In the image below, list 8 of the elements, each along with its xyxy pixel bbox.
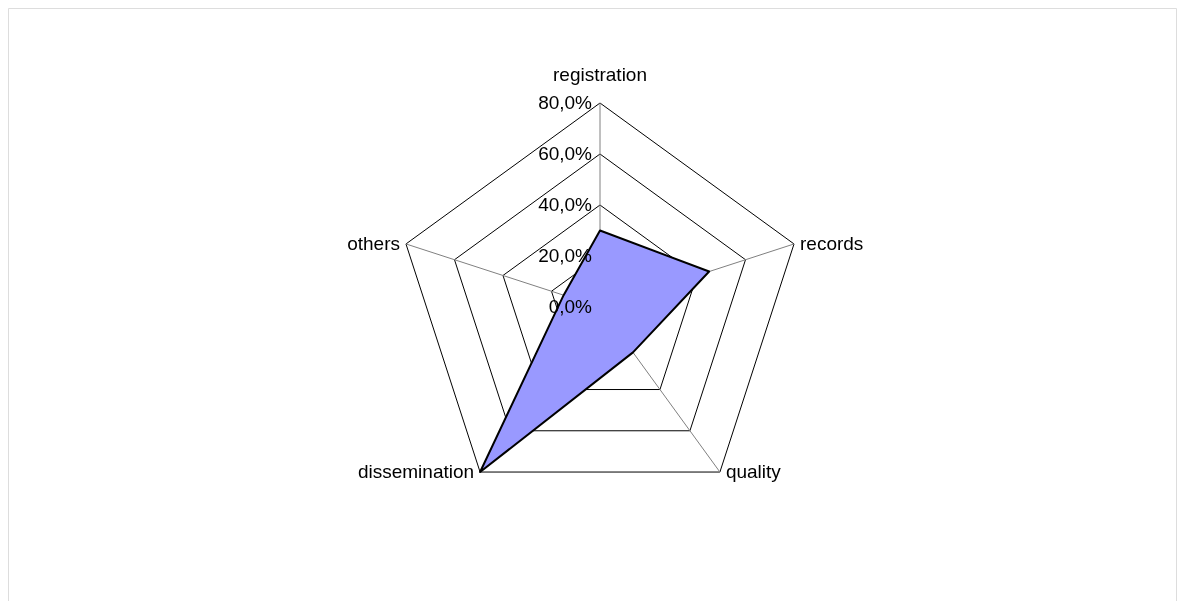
spoke-label: quality xyxy=(725,461,782,483)
y-tick-label: 60,0% xyxy=(538,143,593,164)
spoke-label: records xyxy=(800,232,864,254)
spoke-label: registration xyxy=(553,64,647,85)
spoke-label: others xyxy=(347,232,400,254)
spoke-label: dissemination xyxy=(357,461,475,483)
y-tick-label: 40,0% xyxy=(538,194,593,215)
y-tick-label: 80,0% xyxy=(538,92,593,113)
